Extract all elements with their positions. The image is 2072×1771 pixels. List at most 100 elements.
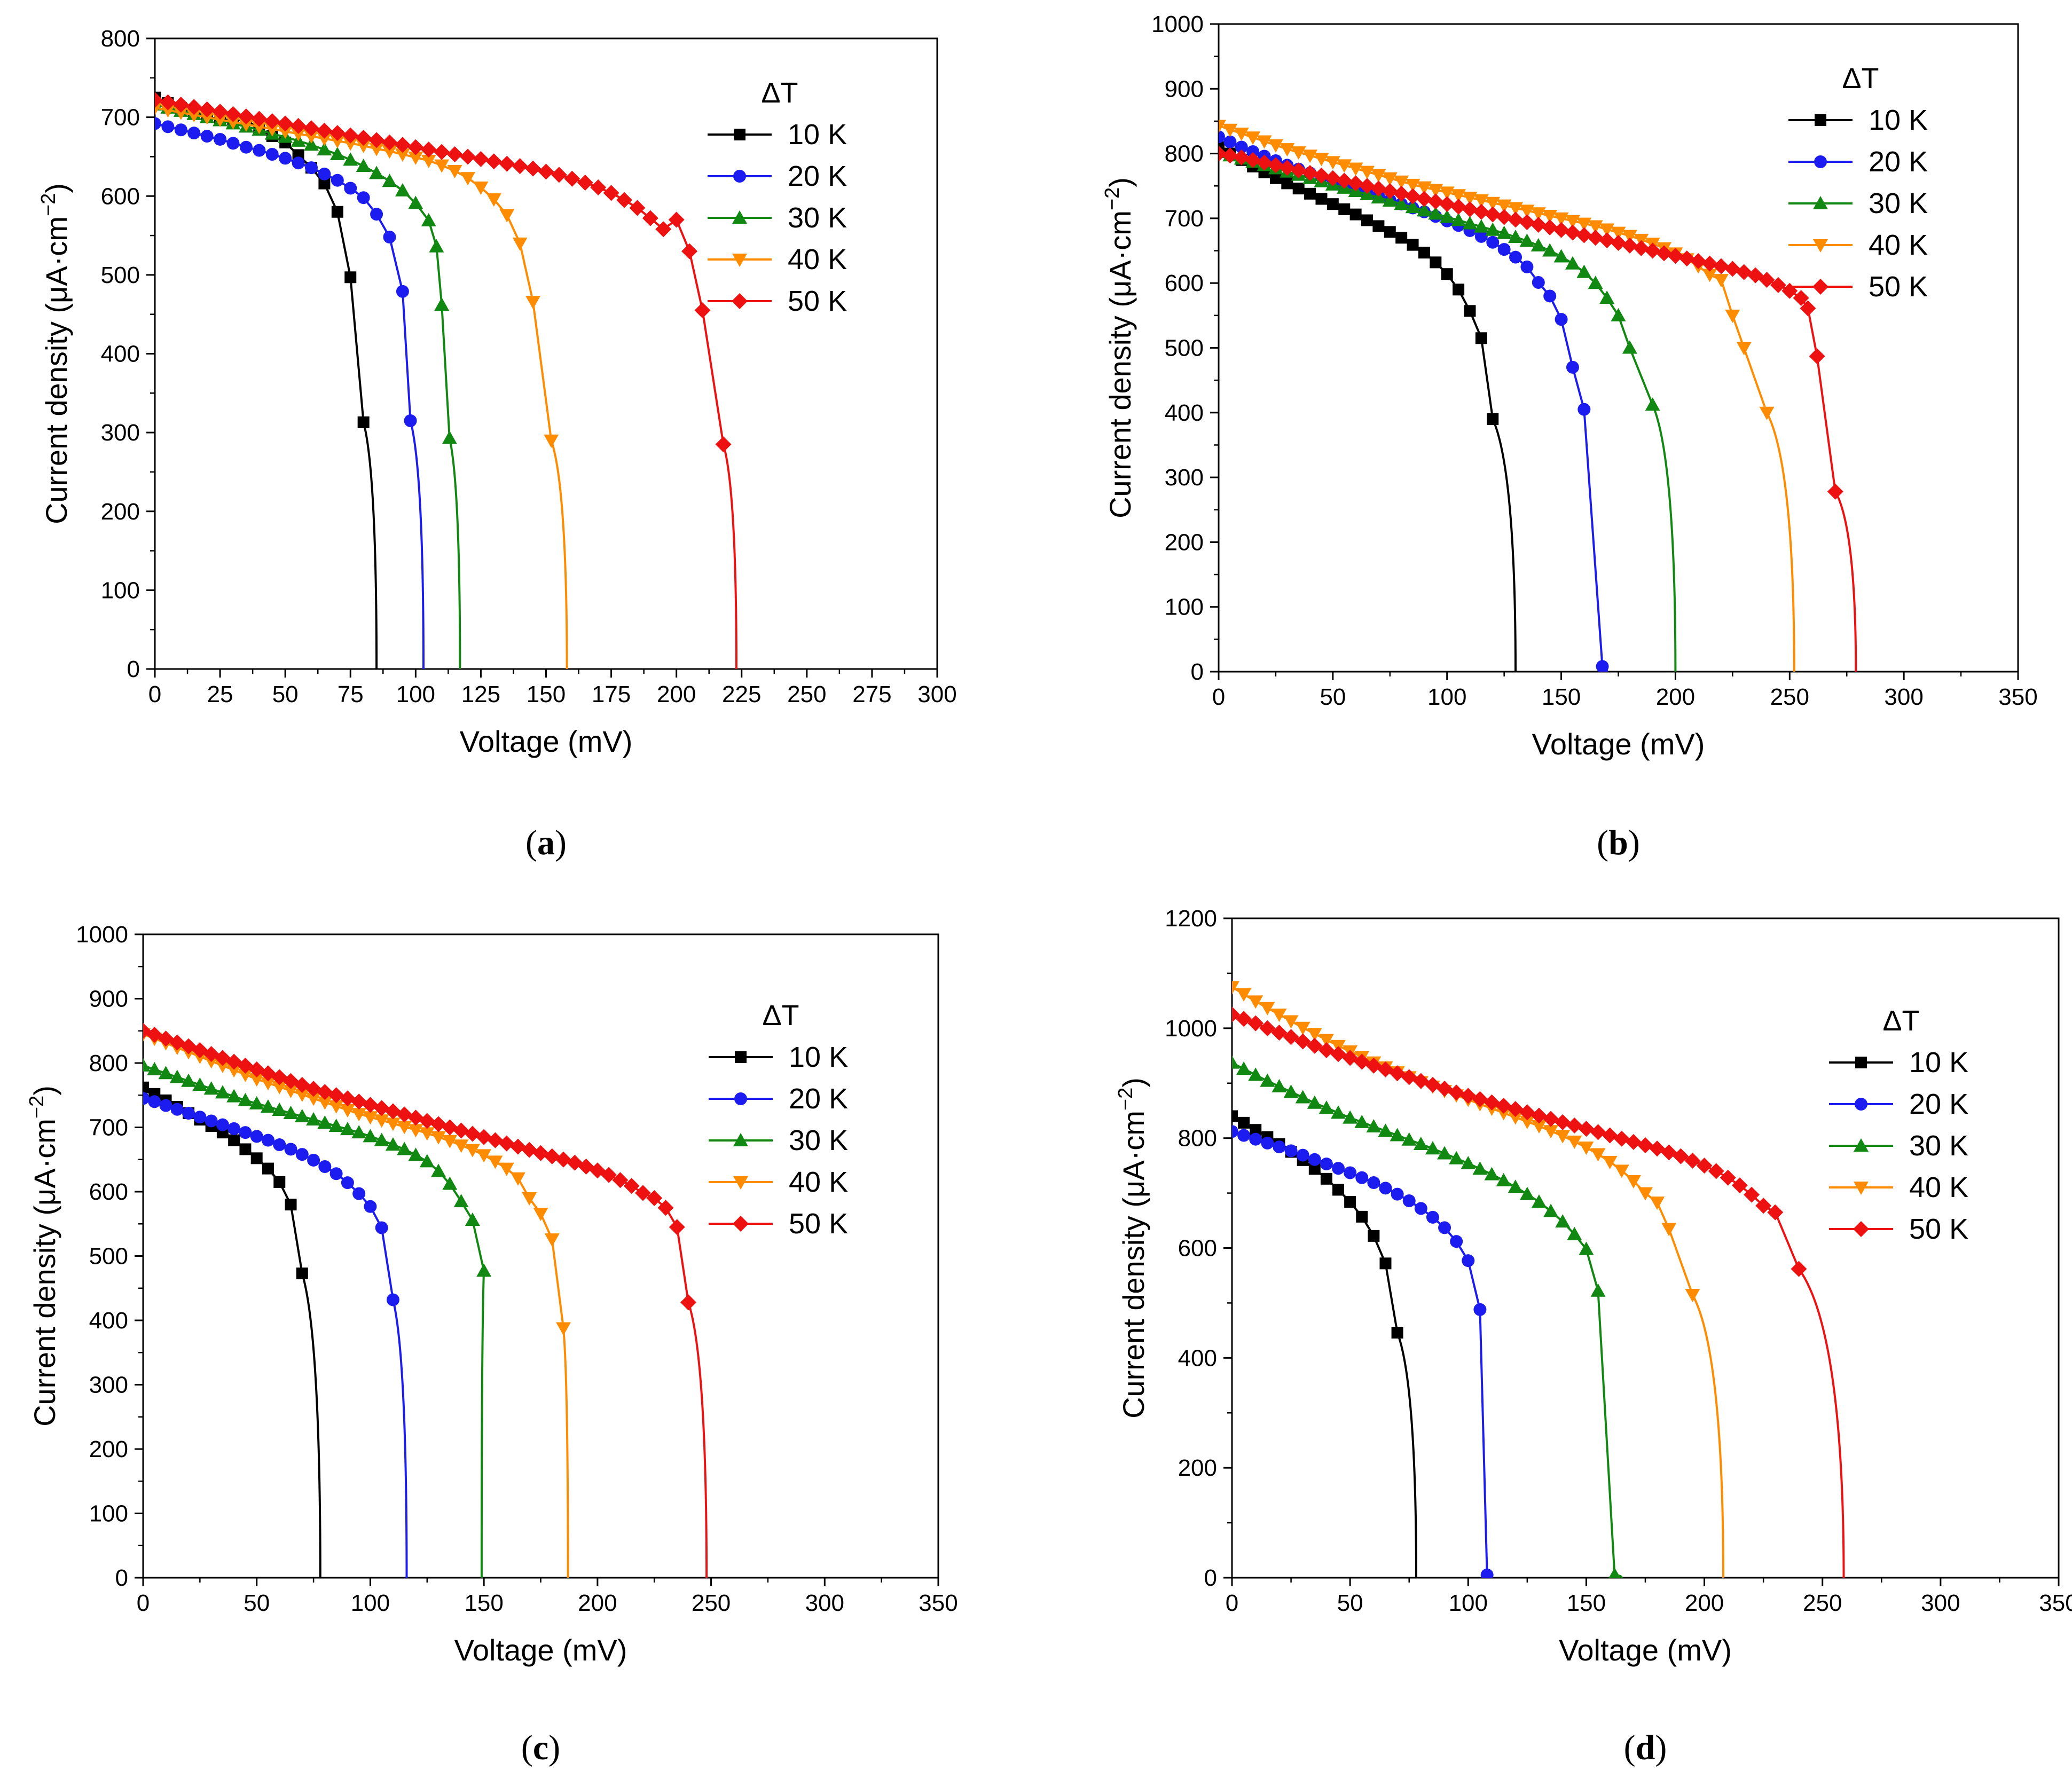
data-point <box>1461 1156 1476 1170</box>
chart-panel-b: 0 50 100 150 200 250 300 350 0 100 200 300 400 500 600… <box>1101 11 2038 862</box>
data-point <box>668 211 685 228</box>
data-point <box>143 1058 151 1072</box>
data-point <box>344 271 357 284</box>
series-10k <box>1219 141 1517 672</box>
data-point <box>601 1167 617 1183</box>
data-point <box>1223 135 1237 148</box>
data-point <box>476 1129 492 1145</box>
data-point <box>499 1162 514 1176</box>
legend-swatch-marker <box>732 254 747 267</box>
data-point <box>1257 135 1272 149</box>
data-point <box>1473 1303 1487 1316</box>
data-point <box>1507 1101 1524 1117</box>
data-point <box>329 135 345 148</box>
y-tick-label: 200 <box>1165 529 1204 555</box>
data-point <box>1384 226 1396 238</box>
legend-label: 50 K <box>788 285 847 317</box>
data-point <box>1402 1194 1416 1207</box>
data-point <box>369 166 384 179</box>
data-point <box>1219 141 1225 153</box>
legend-item: 40 K <box>708 243 847 276</box>
data-point <box>1347 175 1364 192</box>
data-point <box>603 185 619 201</box>
data-point <box>1462 216 1478 230</box>
data-point <box>1295 1021 1310 1035</box>
data-point <box>460 148 476 165</box>
data-point <box>1268 139 1283 153</box>
data-point <box>225 106 241 122</box>
data-point <box>1430 256 1442 269</box>
data-point <box>1625 1134 1642 1150</box>
data-point <box>1553 249 1569 263</box>
series-line <box>1232 1130 1493 1578</box>
data-point <box>283 1084 299 1098</box>
data-point <box>1219 120 1226 133</box>
y-axis-title: Current density (μA·cm−2) <box>26 1085 61 1427</box>
data-point <box>499 155 515 172</box>
data-point <box>1302 149 1318 163</box>
data-point <box>318 167 331 180</box>
data-point <box>1296 1148 1309 1162</box>
data-point <box>225 116 241 130</box>
data-point <box>1480 1568 1494 1578</box>
data-point <box>498 1135 515 1152</box>
legend-item: 50 K <box>1829 1213 1968 1245</box>
data-point <box>317 1096 333 1110</box>
legend-label: 20 K <box>1909 1088 1968 1120</box>
data-point <box>1259 1020 1276 1036</box>
data-point <box>1395 232 1408 244</box>
data-point <box>283 1105 299 1119</box>
data-point <box>1441 268 1453 280</box>
data-point <box>1567 1226 1582 1240</box>
data-point <box>318 177 331 190</box>
data-point <box>1508 202 1524 216</box>
data-point <box>1307 1028 1322 1042</box>
legend-title: ΔT <box>1882 1005 1919 1037</box>
data-point <box>1462 201 1478 217</box>
legend-item: 20 K <box>1788 146 1928 178</box>
data-point <box>544 1233 560 1247</box>
y-tick-label: 600 <box>89 1179 128 1205</box>
data-point <box>577 175 593 191</box>
y-tick-label: 900 <box>1165 76 1204 102</box>
x-tick-label: 200 <box>578 1590 617 1616</box>
data-point <box>1472 1091 1488 1107</box>
data-point <box>1404 188 1421 204</box>
data-point <box>473 151 489 167</box>
data-point <box>431 1131 446 1145</box>
data-point <box>1232 1055 1239 1069</box>
data-point <box>193 1111 207 1124</box>
data-point <box>356 159 371 172</box>
legend-item: 50 K <box>708 285 847 317</box>
data-point <box>1332 1162 1345 1175</box>
data-point <box>1405 200 1420 214</box>
data-point <box>1414 1202 1427 1215</box>
data-point <box>143 1022 151 1039</box>
y-axis-title: Current density (μA·cm−2) <box>1101 177 1137 518</box>
data-point <box>394 137 411 153</box>
data-point <box>564 170 580 187</box>
data-point <box>397 1142 412 1155</box>
data-point <box>1486 235 1500 249</box>
data-point <box>1473 203 1489 220</box>
data-point <box>155 92 163 108</box>
data-point <box>1379 1257 1392 1270</box>
data-point <box>1519 1104 1535 1121</box>
data-point <box>1320 1172 1332 1185</box>
data-point <box>304 137 319 151</box>
data-point <box>429 239 444 253</box>
data-point <box>1576 217 1592 231</box>
legend-swatch-marker <box>733 1176 748 1190</box>
data-point <box>1576 264 1592 278</box>
data-point <box>1590 1283 1606 1297</box>
data-point <box>395 148 410 162</box>
data-point <box>1462 192 1478 206</box>
legend: ΔT 10 K 20 K 30 K 40 K 50 K <box>1788 62 1928 303</box>
data-point <box>694 302 711 319</box>
x-tick-label: 50 <box>272 681 299 707</box>
data-point <box>1360 166 1375 179</box>
data-point <box>385 1117 401 1131</box>
data-point <box>1633 240 1650 256</box>
panel-label-open: ( <box>521 1728 533 1767</box>
data-point <box>381 134 398 151</box>
